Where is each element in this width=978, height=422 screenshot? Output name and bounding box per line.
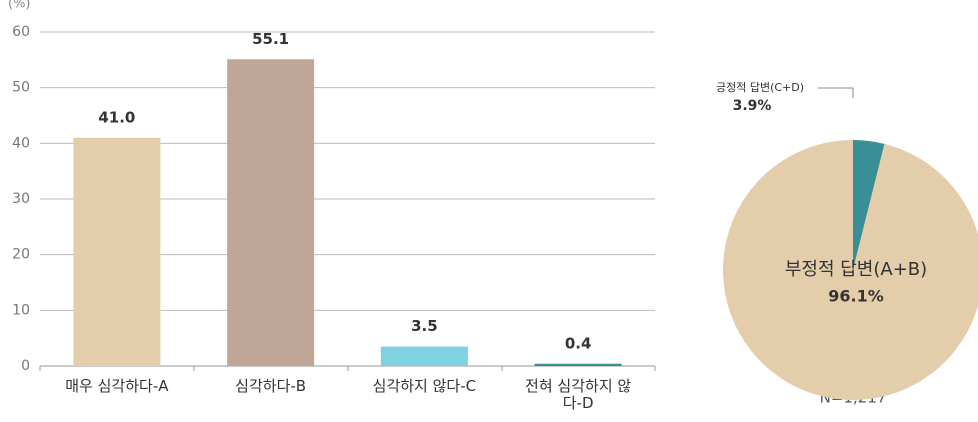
x-tick-label: 매우 심각하다-A (65, 377, 169, 395)
y-tick-label: 60 (12, 24, 30, 40)
y-tick-label: 20 (12, 247, 30, 263)
bar (227, 59, 315, 366)
slice-label: 긍정적 답변(C+D) (716, 81, 804, 94)
value-label: 41.0 (98, 108, 135, 126)
y-tick-label: 30 (12, 191, 30, 207)
bar (380, 346, 468, 366)
bar (73, 137, 161, 366)
slice-label: 부정적 답변(A+B) (785, 259, 927, 280)
value-label: 55.1 (252, 30, 289, 48)
x-tick-label: 전혀 심각하지 않다-D (525, 377, 632, 412)
x-tick-label: 심각하다-B (235, 377, 307, 395)
pie-slice (853, 140, 885, 270)
y-tick-label: 50 (12, 80, 30, 96)
pie-slice (723, 140, 978, 400)
bar (534, 363, 622, 366)
y-tick-label: 0 (21, 358, 30, 374)
x-tick-label: 심각하지 않다-C (372, 377, 477, 395)
y-tick-label: 40 (12, 135, 30, 151)
value-label: 3.5 (411, 317, 438, 335)
x-separators (39, 366, 656, 371)
y-tick-label: 10 (12, 302, 30, 318)
slice-value: 96.1% (828, 287, 884, 306)
value-label: 0.4 (565, 334, 592, 352)
y-axis-label: (%) (8, 0, 31, 12)
slice-value: 3.9% (733, 98, 772, 114)
